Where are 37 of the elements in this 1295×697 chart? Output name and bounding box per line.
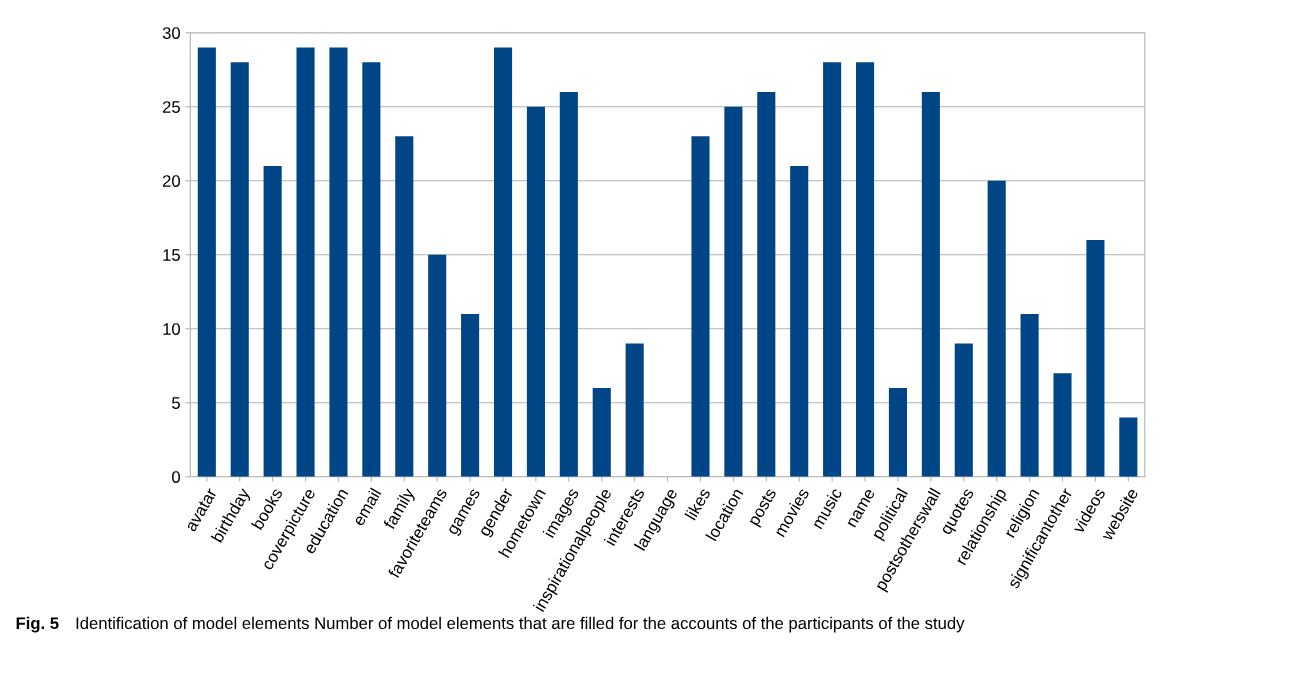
bar (823, 62, 842, 477)
caption: Fig. 5 (16, 616, 59, 633)
bar (493, 47, 513, 477)
bar (428, 254, 447, 477)
bar (987, 180, 1006, 477)
bar (625, 343, 644, 477)
bar (1020, 313, 1039, 477)
bar (329, 47, 348, 477)
bar (230, 62, 249, 477)
bar (1119, 417, 1138, 477)
bar (691, 136, 710, 477)
bar (954, 343, 973, 477)
bar (296, 47, 315, 477)
bar (592, 387, 611, 477)
text: Identification of model elements Number of model elements that are filled for the accounts of the participants of the study (76, 616, 965, 633)
y-tick-label: 25 (162, 101, 180, 113)
bar (197, 47, 216, 477)
bar (559, 91, 578, 477)
bar (888, 387, 907, 477)
bar (362, 62, 381, 477)
y-tick-label: 10 (163, 323, 180, 335)
bar (1086, 239, 1105, 477)
bar (1053, 373, 1072, 477)
bar (921, 91, 940, 477)
y-tick-label: 0 (172, 471, 180, 483)
bar (526, 106, 545, 477)
bar (395, 136, 414, 477)
y-tick-label: 5 (172, 397, 180, 409)
bar (461, 313, 480, 477)
bar (855, 62, 875, 477)
bar (263, 165, 282, 477)
bar (790, 165, 809, 477)
bar (724, 106, 743, 477)
bar (757, 91, 776, 477)
y-tick-label: 15 (163, 249, 180, 261)
y-tick-label: 20 (162, 175, 180, 187)
y-tick-label: 30 (162, 27, 180, 39)
